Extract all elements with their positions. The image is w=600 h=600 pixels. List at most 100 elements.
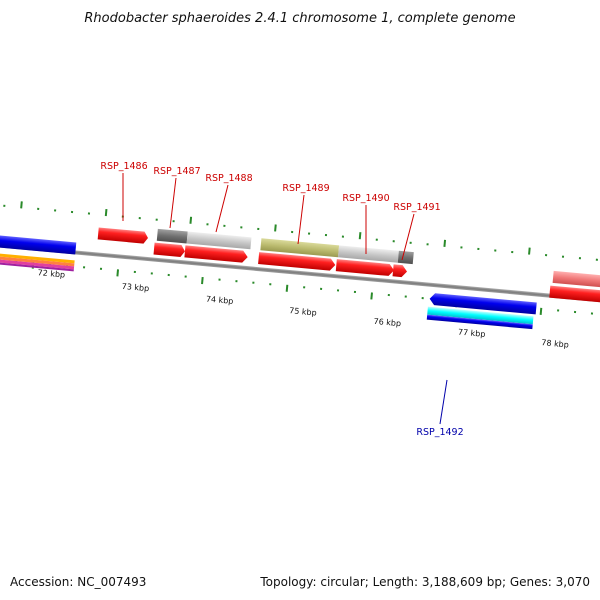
minor-tick <box>353 290 357 294</box>
minor-tick <box>252 281 255 284</box>
gene-rsp-1487[interactable] <box>153 242 186 258</box>
minor-tick <box>307 232 311 235</box>
minor-tick <box>426 243 429 246</box>
kbp-label-72: 72 kbp <box>37 268 65 279</box>
major-tick <box>189 216 193 224</box>
gene-label-rsp-1489[interactable]: RSP_1489 <box>282 183 329 194</box>
gene-rsp-1491[interactable] <box>392 264 408 278</box>
accession-text: Accession: NC_007493 <box>10 575 146 589</box>
minor-tick <box>336 289 340 292</box>
minor-tick <box>477 247 480 251</box>
leader-rsp-1487 <box>169 177 177 229</box>
major-tick <box>116 269 120 277</box>
kbp-label-76: 76 kbp <box>373 317 401 328</box>
feature-rsp-1487-region <box>156 228 188 244</box>
minor-tick <box>87 212 91 215</box>
gene-rsp-1488[interactable] <box>184 245 248 263</box>
minor-tick <box>235 280 238 283</box>
minor-tick <box>544 254 548 257</box>
leader-rsp-1489 <box>297 194 305 245</box>
gene-rsp-1490[interactable] <box>335 259 395 276</box>
major-tick <box>358 232 362 240</box>
gene-label-rsp-1490[interactable]: RSP_1490 <box>342 193 389 204</box>
minor-tick <box>218 278 221 281</box>
gene-label-rsp-1492[interactable]: RSP_1492 <box>416 427 463 438</box>
minor-tick <box>138 217 141 220</box>
chromosome-backbone <box>0 236 600 310</box>
minor-tick <box>82 266 86 269</box>
minor-tick <box>303 286 306 289</box>
minor-tick <box>511 250 514 254</box>
minor-tick <box>573 310 577 314</box>
feature-rsp-1490-region <box>338 245 399 263</box>
minor-tick <box>561 255 565 258</box>
minor-tick <box>421 297 424 300</box>
major-tick <box>285 284 289 292</box>
minor-tick <box>387 293 390 297</box>
minor-tick <box>133 270 136 274</box>
kbp-label-78: 78 kbp <box>541 338 569 349</box>
gene-label-rsp-1488[interactable]: RSP_1488 <box>205 173 252 184</box>
minor-tick <box>341 235 345 238</box>
kbp-label-73: 73 kbp <box>121 282 149 293</box>
minor-tick <box>167 273 170 277</box>
kbp-label-74: 74 kbp <box>206 294 234 305</box>
feature-magenta-strip <box>0 256 75 270</box>
minor-tick <box>324 234 328 237</box>
gene-label-leaders <box>122 173 415 261</box>
minor-tick <box>392 240 395 243</box>
minor-tick <box>460 246 463 249</box>
feature-cyan-band <box>427 306 534 325</box>
gene-label-rsp-1487[interactable]: RSP_1487 <box>153 166 200 177</box>
feature-purple-strip <box>0 259 74 272</box>
major-tick <box>539 307 543 315</box>
major-tick <box>274 224 277 232</box>
minor-tick <box>578 257 582 260</box>
minor-tick <box>320 287 323 290</box>
feature-rsp-1488-region <box>186 231 252 250</box>
feature-orange-strip <box>0 250 75 264</box>
gene-reverse-partial[interactable] <box>0 232 77 255</box>
minor-tick <box>590 312 594 315</box>
major-tick <box>201 276 204 285</box>
major-tick <box>528 247 531 255</box>
feature-salmon-strip <box>0 253 75 267</box>
minor-tick <box>409 241 412 244</box>
minor-tick <box>375 238 378 241</box>
gene-right-partial[interactable] <box>549 285 600 305</box>
minor-tick <box>269 283 272 286</box>
minor-tick <box>172 220 175 223</box>
minor-tick <box>155 218 158 221</box>
gene-label-rsp-1491[interactable]: RSP_1491 <box>393 202 440 213</box>
feature-blue-band <box>426 314 533 330</box>
minor-tick <box>54 209 57 212</box>
gene-rsp-1492[interactable] <box>429 293 537 315</box>
minor-tick <box>3 204 6 207</box>
minor-tick <box>595 258 598 261</box>
major-tick <box>20 201 23 209</box>
gene-rsp-1486[interactable] <box>97 227 149 244</box>
minor-tick <box>404 295 407 298</box>
minor-tick <box>494 249 497 252</box>
leader-rsp-1491 <box>401 213 415 261</box>
page-title: Rhodobacter sphaeroides 2.4.1 chromosome… <box>84 11 515 26</box>
gene-rsp-1489[interactable] <box>258 252 336 271</box>
minor-tick <box>37 207 40 210</box>
feature-right-pink <box>552 270 600 290</box>
minor-tick <box>70 210 74 214</box>
minor-tick <box>150 272 153 275</box>
minor-tick <box>557 309 560 312</box>
kbp-label-77: 77 kbp <box>458 327 486 338</box>
genome-track: 72 kbp 73 kbp 74 kbp 75 kbp 76 kbp 77 kb… <box>0 201 600 350</box>
minor-tick <box>206 223 209 226</box>
major-tick <box>104 208 108 217</box>
feature-rsp-1491-region <box>397 250 414 265</box>
leader-rsp-1488 <box>215 184 229 233</box>
minor-tick <box>223 224 226 227</box>
major-tick <box>443 239 447 247</box>
minor-tick <box>291 230 294 234</box>
minor-tick <box>184 275 187 278</box>
minor-tick <box>257 227 260 231</box>
gene-label-rsp-1486[interactable]: RSP_1486 <box>100 161 147 172</box>
